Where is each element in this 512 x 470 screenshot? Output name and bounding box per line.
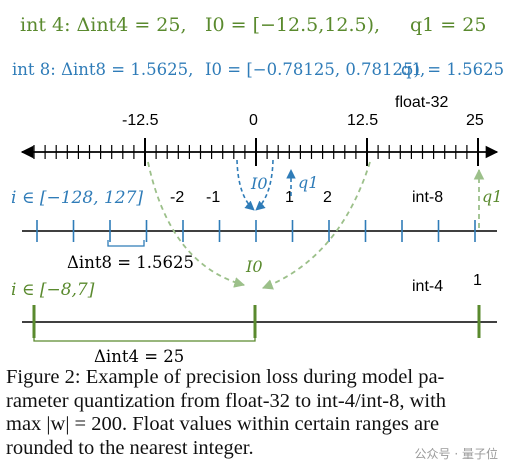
- int4-round-arrow-right: [261, 161, 371, 290]
- delta-int4-label: Δint4 = 25: [94, 347, 184, 366]
- int4-q1-label: q1: [482, 187, 502, 206]
- delta-int8-bracket: [107, 240, 145, 247]
- int8-q1: q1 = 1.5625: [401, 60, 504, 79]
- int4-range: I0 = [−12.5,12.5),: [205, 14, 380, 36]
- int4-tick-label: 1: [473, 272, 482, 289]
- float32-label: float-32: [395, 94, 448, 111]
- float32-tick-label: 12.5: [347, 112, 378, 129]
- int8-formula: int 8: Δint8 = 1.5625,: [12, 60, 193, 79]
- caption-line: rounded to the nearest integer.: [6, 436, 254, 459]
- int8-domain: i ∈ [−128, 127]: [11, 188, 143, 208]
- figure-caption: Figure 2: Example of precision loss duri…: [6, 366, 506, 460]
- int8-round-arrow-left: [236, 159, 255, 211]
- int8-label: int-8: [412, 189, 443, 206]
- caption-line: rameter quantization from float-32 to in…: [6, 389, 447, 412]
- int8-ticks: [36, 220, 476, 242]
- float32-tick-label: 0: [249, 112, 258, 129]
- caption-line: Figure 2: Example of precision loss duri…: [6, 366, 445, 388]
- int8-q1-label: q1: [298, 173, 318, 192]
- int4-round-arrow-left: [147, 161, 246, 288]
- float32-tick-label: -12.5: [122, 112, 159, 129]
- int8-I0-label: I0: [250, 174, 268, 193]
- int8-tick-label: -2: [170, 189, 184, 206]
- int8-tick-label: 2: [323, 189, 332, 206]
- int4-formula: int 4: Δint4 = 25,: [20, 14, 187, 36]
- int4-I0-label: I0: [245, 257, 263, 276]
- float32-tick-label: 25: [466, 112, 484, 129]
- caption-line: max |w| = 200. Float values within certa…: [6, 413, 440, 435]
- int4-domain: i ∈ [−8,7]: [11, 280, 95, 300]
- delta-int4-bracket: [33, 334, 256, 342]
- delta-int8-label: Δint8 = 1.5625: [67, 253, 194, 272]
- int8-tick-label: -1: [206, 189, 220, 206]
- int8-range: I0 = [−0.78125, 0.78125),: [205, 60, 425, 79]
- int8-round-arrow-right: [255, 159, 274, 211]
- watermark: 公众号 · 量子位: [410, 444, 502, 463]
- int4-q1: q1 = 25: [410, 14, 486, 36]
- int8-tick-label: 1: [285, 189, 294, 206]
- int4-label: int-4: [412, 278, 443, 295]
- float32-ticks: [33, 138, 479, 166]
